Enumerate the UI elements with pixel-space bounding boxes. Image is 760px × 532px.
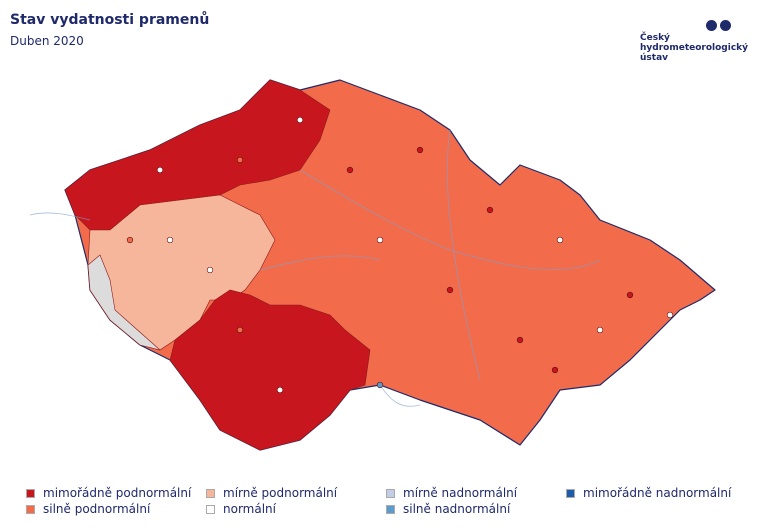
title: Stav vydatnosti pramenů (10, 12, 210, 28)
legend-swatch (566, 488, 575, 498)
stations (126, 116, 674, 394)
legend-swatch (386, 504, 395, 514)
legend-label: normální (223, 502, 276, 516)
logo-line: ústav (640, 53, 669, 63)
legend-item: mimořádně podnormální (26, 486, 191, 500)
map (29, 79, 716, 451)
legend-item: silně podnormální (26, 502, 150, 516)
legend-item: mírně nadnormální (386, 486, 517, 500)
legend-label: mimořádně nadnormální (583, 486, 732, 500)
legend-item: silně nadnormální (386, 502, 510, 516)
logo-line: hydrometeorologický (640, 43, 749, 53)
legend-item: mimořádně nadnormální (566, 486, 731, 500)
logo: Český hydrometeorologický ústav (640, 20, 748, 63)
logo-line: Český (640, 33, 670, 43)
rivers (29, 129, 601, 407)
subtitle: Duben 2020 (10, 34, 84, 48)
legend-item: normální (206, 502, 276, 516)
legend-label: mimořádně podnormální (43, 486, 192, 500)
legend-swatch (206, 504, 215, 514)
legend-label: mírně podnormální (223, 486, 338, 500)
legend-swatch (206, 488, 215, 498)
legend-item: mírně podnormální (206, 486, 337, 500)
legend-swatch (386, 488, 395, 498)
region-dark-red (169, 289, 371, 451)
logo-mark (706, 20, 748, 31)
legend-label: silně nadnormální (403, 502, 511, 516)
legend: mimořádně podnormální silně podnormální mí… (26, 486, 746, 526)
legend-label: silně podnormální (43, 502, 151, 516)
region-grey (87, 254, 161, 351)
legend-swatch (26, 488, 35, 498)
legend-swatch (26, 504, 35, 514)
legend-label: mírně nadnormální (403, 486, 518, 500)
